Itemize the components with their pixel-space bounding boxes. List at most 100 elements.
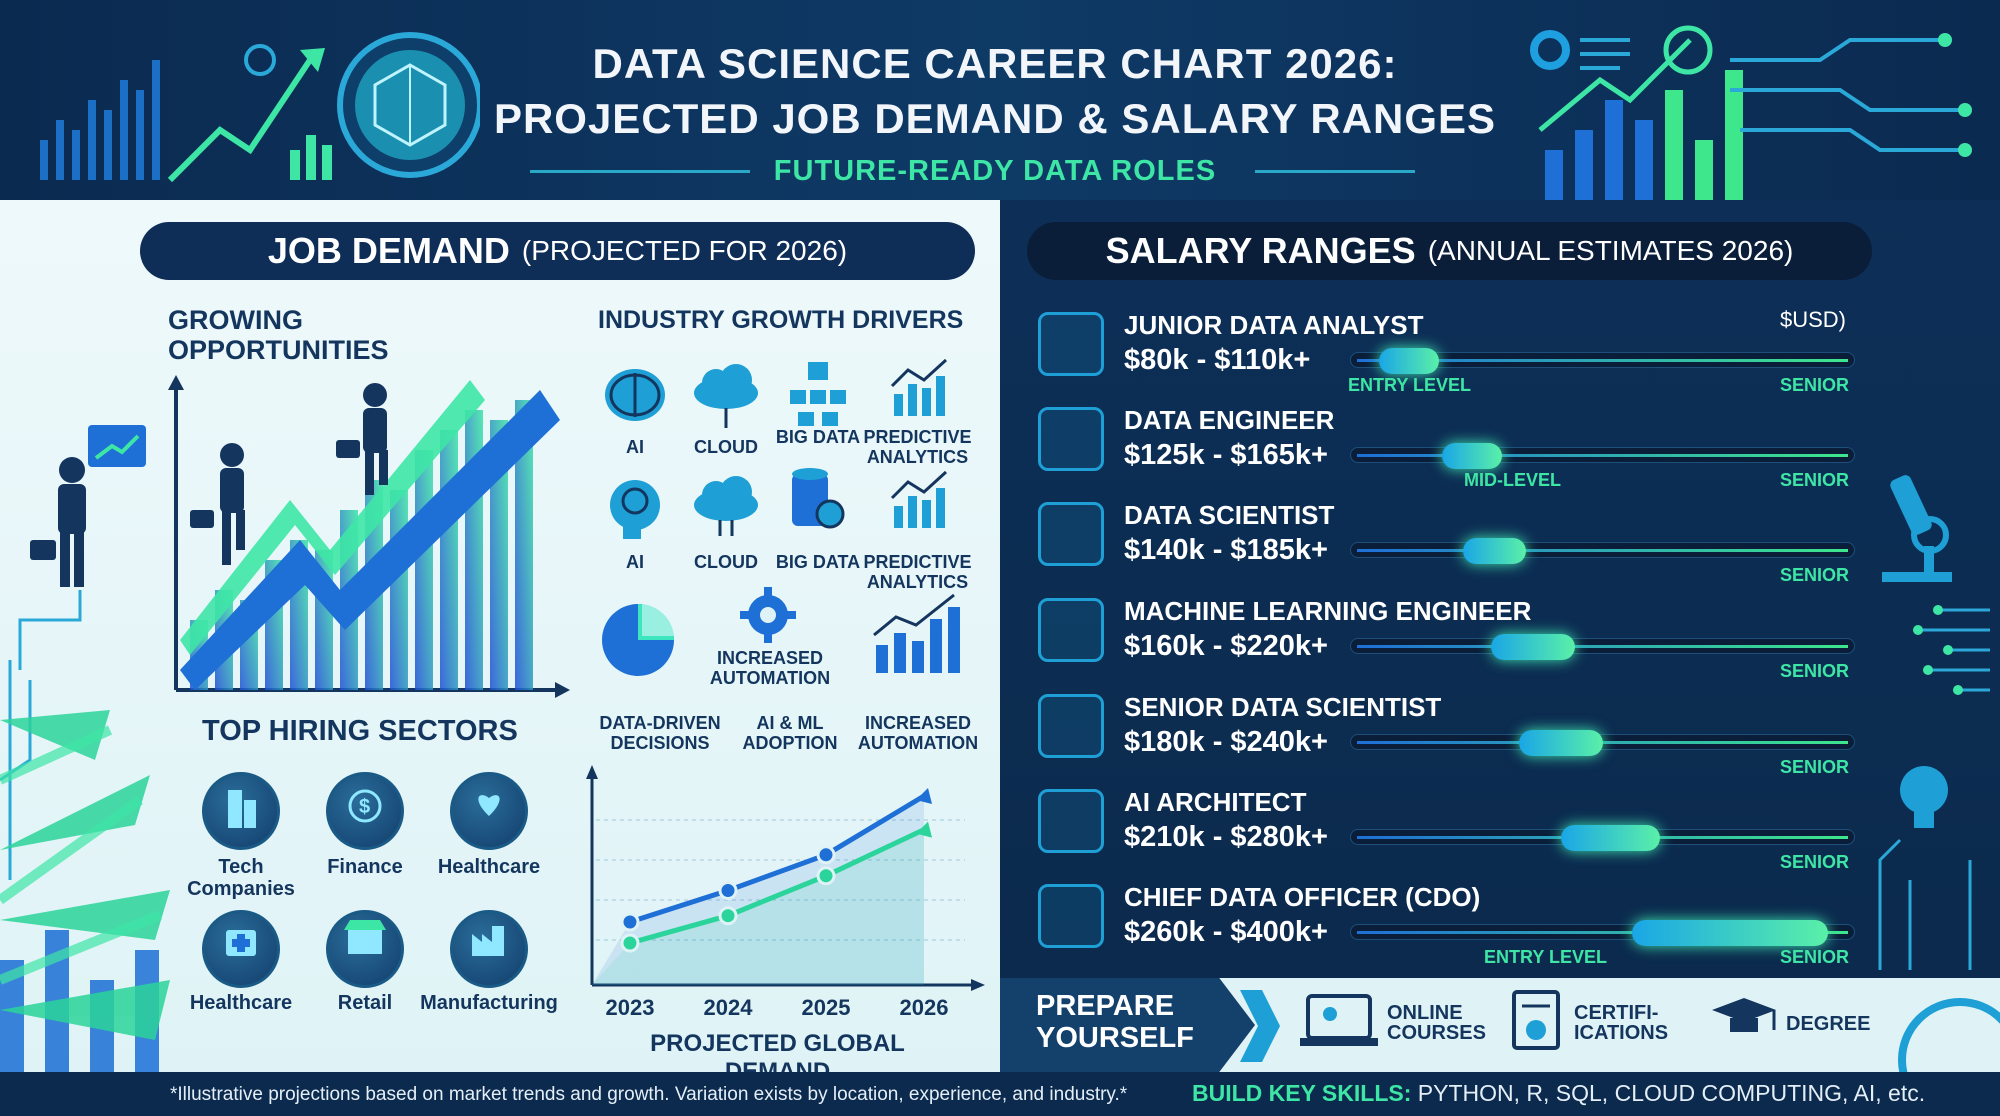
- head-icon: [610, 480, 660, 539]
- salary-level-right: SENIOR: [1780, 375, 1850, 395]
- role-name: DATA ENGINEER: [1124, 405, 1335, 435]
- medkit-icon: [202, 910, 280, 988]
- header-right-graphic: [1530, 25, 1972, 200]
- role-salary-range: $210k - $280k+: [1124, 821, 1328, 853]
- analytics-icon: [1038, 502, 1104, 566]
- job-demand-subtitle: (PROJECTED FOR 2026): [521, 235, 848, 266]
- x-tick-label: 2026: [900, 995, 949, 1020]
- driver-label-big-data-2: BIG DATA: [775, 552, 861, 572]
- role-name: AI ARCHITECT: [1124, 787, 1307, 817]
- salary-track: [1350, 538, 1855, 564]
- salary-track: [1350, 730, 1855, 756]
- role-salary-range: $160k - $220k+: [1124, 630, 1328, 662]
- salary-track-line: [1357, 454, 1848, 457]
- growth-bars-icon: [873, 593, 960, 673]
- microscope-icon: [1882, 475, 1952, 582]
- salary-track: [1350, 920, 1855, 946]
- sectors-title: TOP HIRING SECTORS: [202, 715, 518, 747]
- driver-row3-automation: INCREASED AUTOMATION: [857, 713, 979, 753]
- job-demand-header: JOB DEMAND (PROJECTED FOR 2026): [140, 222, 975, 280]
- x-tick-label: 2024: [704, 995, 754, 1020]
- series-line: [629, 827, 926, 946]
- salary-track-line: [1357, 359, 1848, 362]
- x-axis-arrow: [971, 979, 985, 991]
- job-demand-title: JOB DEMAND: [267, 230, 510, 271]
- data-point: [620, 933, 640, 953]
- salary-track: [1350, 443, 1855, 469]
- driver-label-big-data: BIG DATA: [775, 427, 861, 447]
- database-icon: [792, 468, 845, 529]
- salary-range-bar: [1561, 825, 1660, 851]
- svg-text:$: $: [359, 796, 370, 818]
- laptop-icon: [1300, 994, 1378, 1046]
- shield-compass-icon: [1038, 884, 1104, 948]
- footer-note: *Illustrative projections based on marke…: [170, 1084, 1128, 1105]
- currency-label: $USD): [1780, 307, 1847, 332]
- salary-deco: [1878, 475, 1990, 970]
- salary-level-right: SENIOR: [1780, 757, 1850, 777]
- series-area: [592, 829, 924, 985]
- page-subtitle: FUTURE-READY DATA ROLES: [773, 155, 1217, 187]
- driver-label-ai-2: AI: [626, 552, 644, 572]
- gear-icon: [740, 587, 796, 643]
- subtitle-rule-left: [530, 170, 750, 173]
- role-name: JUNIOR DATA ANALYST: [1124, 310, 1424, 340]
- salary-panel: [1000, 200, 2000, 980]
- pie-chart-icon: [602, 604, 674, 676]
- building-icon: [202, 772, 280, 850]
- x-tick-label: 2025: [802, 995, 851, 1020]
- salary-range-bar: [1491, 634, 1576, 660]
- graduation-cap-icon: [1712, 998, 1776, 1032]
- bar-chart-icon: [890, 358, 948, 416]
- dollar-icon: [326, 772, 404, 850]
- skills-label: BUILD KEY SKILLS:: [1192, 1080, 1412, 1106]
- chart-magnifier-icon: [1038, 312, 1104, 376]
- neural-network-icon: [1038, 598, 1104, 662]
- salary-range-bar: [1442, 443, 1503, 469]
- footer-bar: [0, 1072, 2000, 1116]
- salary-track: [1350, 348, 1855, 374]
- series-arrowhead: [916, 821, 932, 838]
- salary-level-right: SENIOR: [1780, 565, 1850, 585]
- role-salary-range: $180k - $240k+: [1124, 726, 1328, 758]
- role-salary-range: $125k - $165k+: [1124, 439, 1328, 471]
- role-salary-range: $80k - $110k+: [1124, 344, 1311, 376]
- cloud-icon: [694, 364, 758, 428]
- salary-range-bar: [1519, 730, 1604, 756]
- drivers-title: INDUSTRY GROWTH DRIVERS: [598, 306, 964, 334]
- salary-track-line: [1357, 645, 1848, 648]
- driver-row3-ai-ml: AI & ML ADOPTION: [742, 713, 838, 753]
- city-icon: [1038, 789, 1104, 853]
- x-tick-label: 2023: [606, 995, 655, 1020]
- driver-label-automation: INCREASED AUTOMATION: [709, 648, 831, 688]
- option-degree: DEGREE: [1786, 1013, 1871, 1035]
- driver-label-cloud: CLOUD: [694, 437, 758, 457]
- sector-glyphs: $: [226, 789, 504, 956]
- prepare-title: PREPARE YOURSELF: [1036, 990, 1194, 1054]
- lightbulb-icon: [1900, 766, 1948, 828]
- projected-demand-chart: 2023 2024 2025 2026: [586, 765, 985, 1020]
- driver-label-predictive: PREDICTIVE ANALYTICS: [863, 427, 972, 467]
- page-title-line-2: PROJECTED JOB DEMAND & SALARY RANGES: [493, 95, 1497, 142]
- bar-chart-icon-2: [890, 470, 948, 528]
- salary-track-line: [1357, 549, 1848, 552]
- driver-label-cloud-2: CLOUD: [694, 552, 758, 572]
- salary-level-left: MID-LEVEL: [1464, 470, 1561, 490]
- sector-label-retail: Retail: [337, 992, 393, 1014]
- salary-subtitle: (ANNUAL ESTIMATES 2026): [1427, 235, 1794, 266]
- salary-range-bar: [1379, 348, 1440, 374]
- series-area: [592, 796, 924, 985]
- footer-skills: BUILD KEY SKILLS: PYTHON, R, SQL, CLOUD …: [1192, 1080, 1925, 1107]
- cloud-upload-icon: [694, 476, 758, 536]
- person-trophy-icon: [1038, 694, 1104, 758]
- role-name: MACHINE LEARNING ENGINEER: [1124, 596, 1532, 626]
- gears-icon: [1038, 407, 1104, 471]
- presenter-figure: [30, 425, 146, 587]
- growing-opportunities-label: GROWING OPPORTUNITIES: [168, 305, 389, 365]
- page-title-line-1: DATA SCIENCE CAREER CHART 2026:: [592, 40, 1398, 87]
- series-line: [629, 793, 926, 925]
- series-arrowhead: [916, 788, 932, 804]
- data-point: [816, 866, 836, 886]
- salary-level-right: SENIOR: [1780, 947, 1850, 967]
- header-left-graphic: [40, 32, 480, 183]
